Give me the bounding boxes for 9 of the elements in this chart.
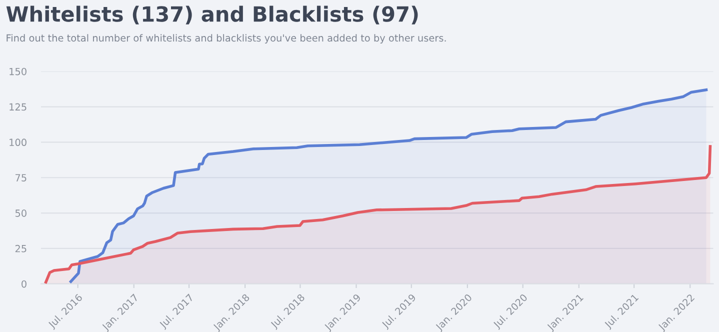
chart-subtitle: Find out the total number of whitelists and blacklists you've been added to by other users. bbox=[6, 34, 446, 44]
y-tick-label: 100 bbox=[10, 138, 26, 146]
chart-title: Whitelists (137) and Blacklists (97) bbox=[6, 6, 418, 24]
y-tick-label: 150 bbox=[10, 68, 26, 76]
y-tick-label: 125 bbox=[10, 103, 26, 111]
y-tick-label: 0 bbox=[22, 280, 26, 288]
y-tick-label: 25 bbox=[15, 244, 26, 252]
y-tick-label: 50 bbox=[15, 210, 26, 217]
y-tick-label: 75 bbox=[16, 174, 26, 182]
